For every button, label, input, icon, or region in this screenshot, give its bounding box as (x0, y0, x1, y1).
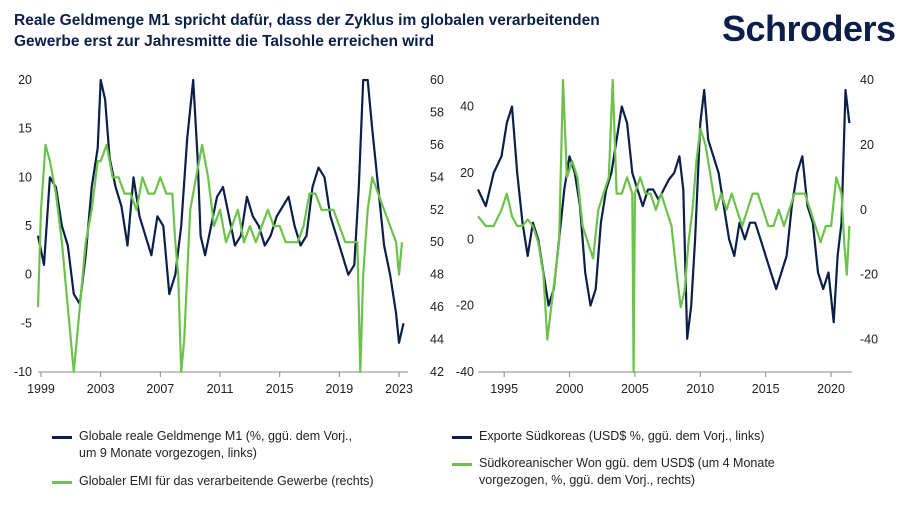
legend-right-2-line1: Südkoreanischer Won ggü. dem USD$ (um 4 … (479, 456, 775, 470)
x-axis-tick: 2023 (385, 382, 413, 396)
x-axis-tick: 2010 (686, 382, 714, 396)
legend-swatch-navy (52, 436, 72, 439)
x-axis-tick: 2015 (266, 382, 294, 396)
series-line-1-2 (36, 143, 404, 374)
right-axis-tick: -20 (860, 268, 878, 282)
legend-right-2-line2: vorgezogen, %, ggü. dem Vorj., rechts) (479, 473, 696, 487)
right-axis-tick: 52 (430, 203, 444, 217)
left-axis-tick: 20 (18, 73, 32, 87)
right-axis-tick: 56 (430, 138, 444, 152)
x-axis-tick: 2020 (817, 382, 845, 396)
left-axis-tick: -20 (456, 299, 474, 313)
x-axis-tick: 1999 (27, 382, 55, 396)
right-axis-tick: 44 (430, 333, 444, 347)
legend-right-1: Exporte Südkoreas (USD$ %, ggü. dem Vorj… (452, 428, 852, 448)
right-axis-tick: 42 (430, 365, 444, 379)
x-axis-tick: 2005 (621, 382, 649, 396)
right-axis-tick: 20 (860, 138, 874, 152)
right-axis-tick: 46 (430, 300, 444, 314)
x-axis-tick: 2015 (752, 382, 780, 396)
legend-swatch-green (52, 481, 72, 484)
left-axis-tick: 5 (25, 219, 32, 233)
left-axis-tick: 10 (18, 170, 32, 184)
left-axis-tick: 15 (18, 122, 32, 136)
page-title: Reale Geldmenge M1 spricht dafür, dass d… (14, 10, 694, 52)
x-axis-tick: 2003 (87, 382, 115, 396)
x-axis-tick: 2007 (146, 382, 174, 396)
left-axis-tick: 40 (460, 100, 474, 114)
series-line-2-1 (477, 88, 851, 340)
x-axis-tick: 1995 (490, 382, 518, 396)
left-axis-tick: 0 (467, 232, 474, 246)
legend-right-2: Südkoreanischer Won ggü. dem USD$ (um 4 … (452, 455, 872, 491)
right-axis-tick: 54 (430, 170, 444, 184)
right-axis-tick: 60 (430, 73, 444, 87)
x-axis-tick: 2019 (325, 382, 353, 396)
left-axis-tick: -10 (14, 365, 32, 379)
legend-left-2: Globaler EMI für das verarbeitende Gewer… (52, 473, 442, 493)
title-line-1: Reale Geldmenge M1 spricht dafür, dass d… (14, 12, 600, 29)
x-axis-tick: 2011 (207, 382, 234, 396)
legend-left-1-line2: um 9 Monate vorgezogen, links) (79, 446, 257, 460)
right-axis-tick: 48 (430, 268, 444, 282)
x-axis-tick: 2000 (556, 382, 584, 396)
legend-left-1: Globale reale Geldmenge M1 (%, ggü. dem … (52, 428, 432, 464)
left-axis-tick: -5 (21, 316, 32, 330)
right-axis-tick: 58 (430, 105, 444, 119)
series-line-2-2 (477, 78, 851, 374)
right-axis-tick: 40 (860, 73, 874, 87)
left-axis-tick: 0 (25, 268, 32, 282)
schroders-logo: Schroders (722, 8, 896, 49)
legend-swatch-green (452, 463, 472, 466)
legend-left-2-line1: Globaler EMI für das verarbeitende Gewer… (79, 474, 374, 488)
right-axis-tick: 50 (430, 235, 444, 249)
left-axis-tick: 20 (460, 166, 474, 180)
legend-left-1-line1: Globale reale Geldmenge M1 (%, ggü. dem … (79, 429, 353, 443)
series-line-1-1 (36, 78, 405, 344)
right-axis-tick: -40 (860, 333, 878, 347)
legend-swatch-navy (452, 436, 472, 439)
right-axis-tick: 0 (860, 203, 867, 217)
legend-right-1-line1: Exporte Südkoreas (USD$ %, ggü. dem Vorj… (479, 429, 765, 443)
title-line-2: Gewerbe erst zur Jahresmitte die Talsohl… (14, 33, 435, 50)
left-axis-tick: -40 (456, 365, 474, 379)
